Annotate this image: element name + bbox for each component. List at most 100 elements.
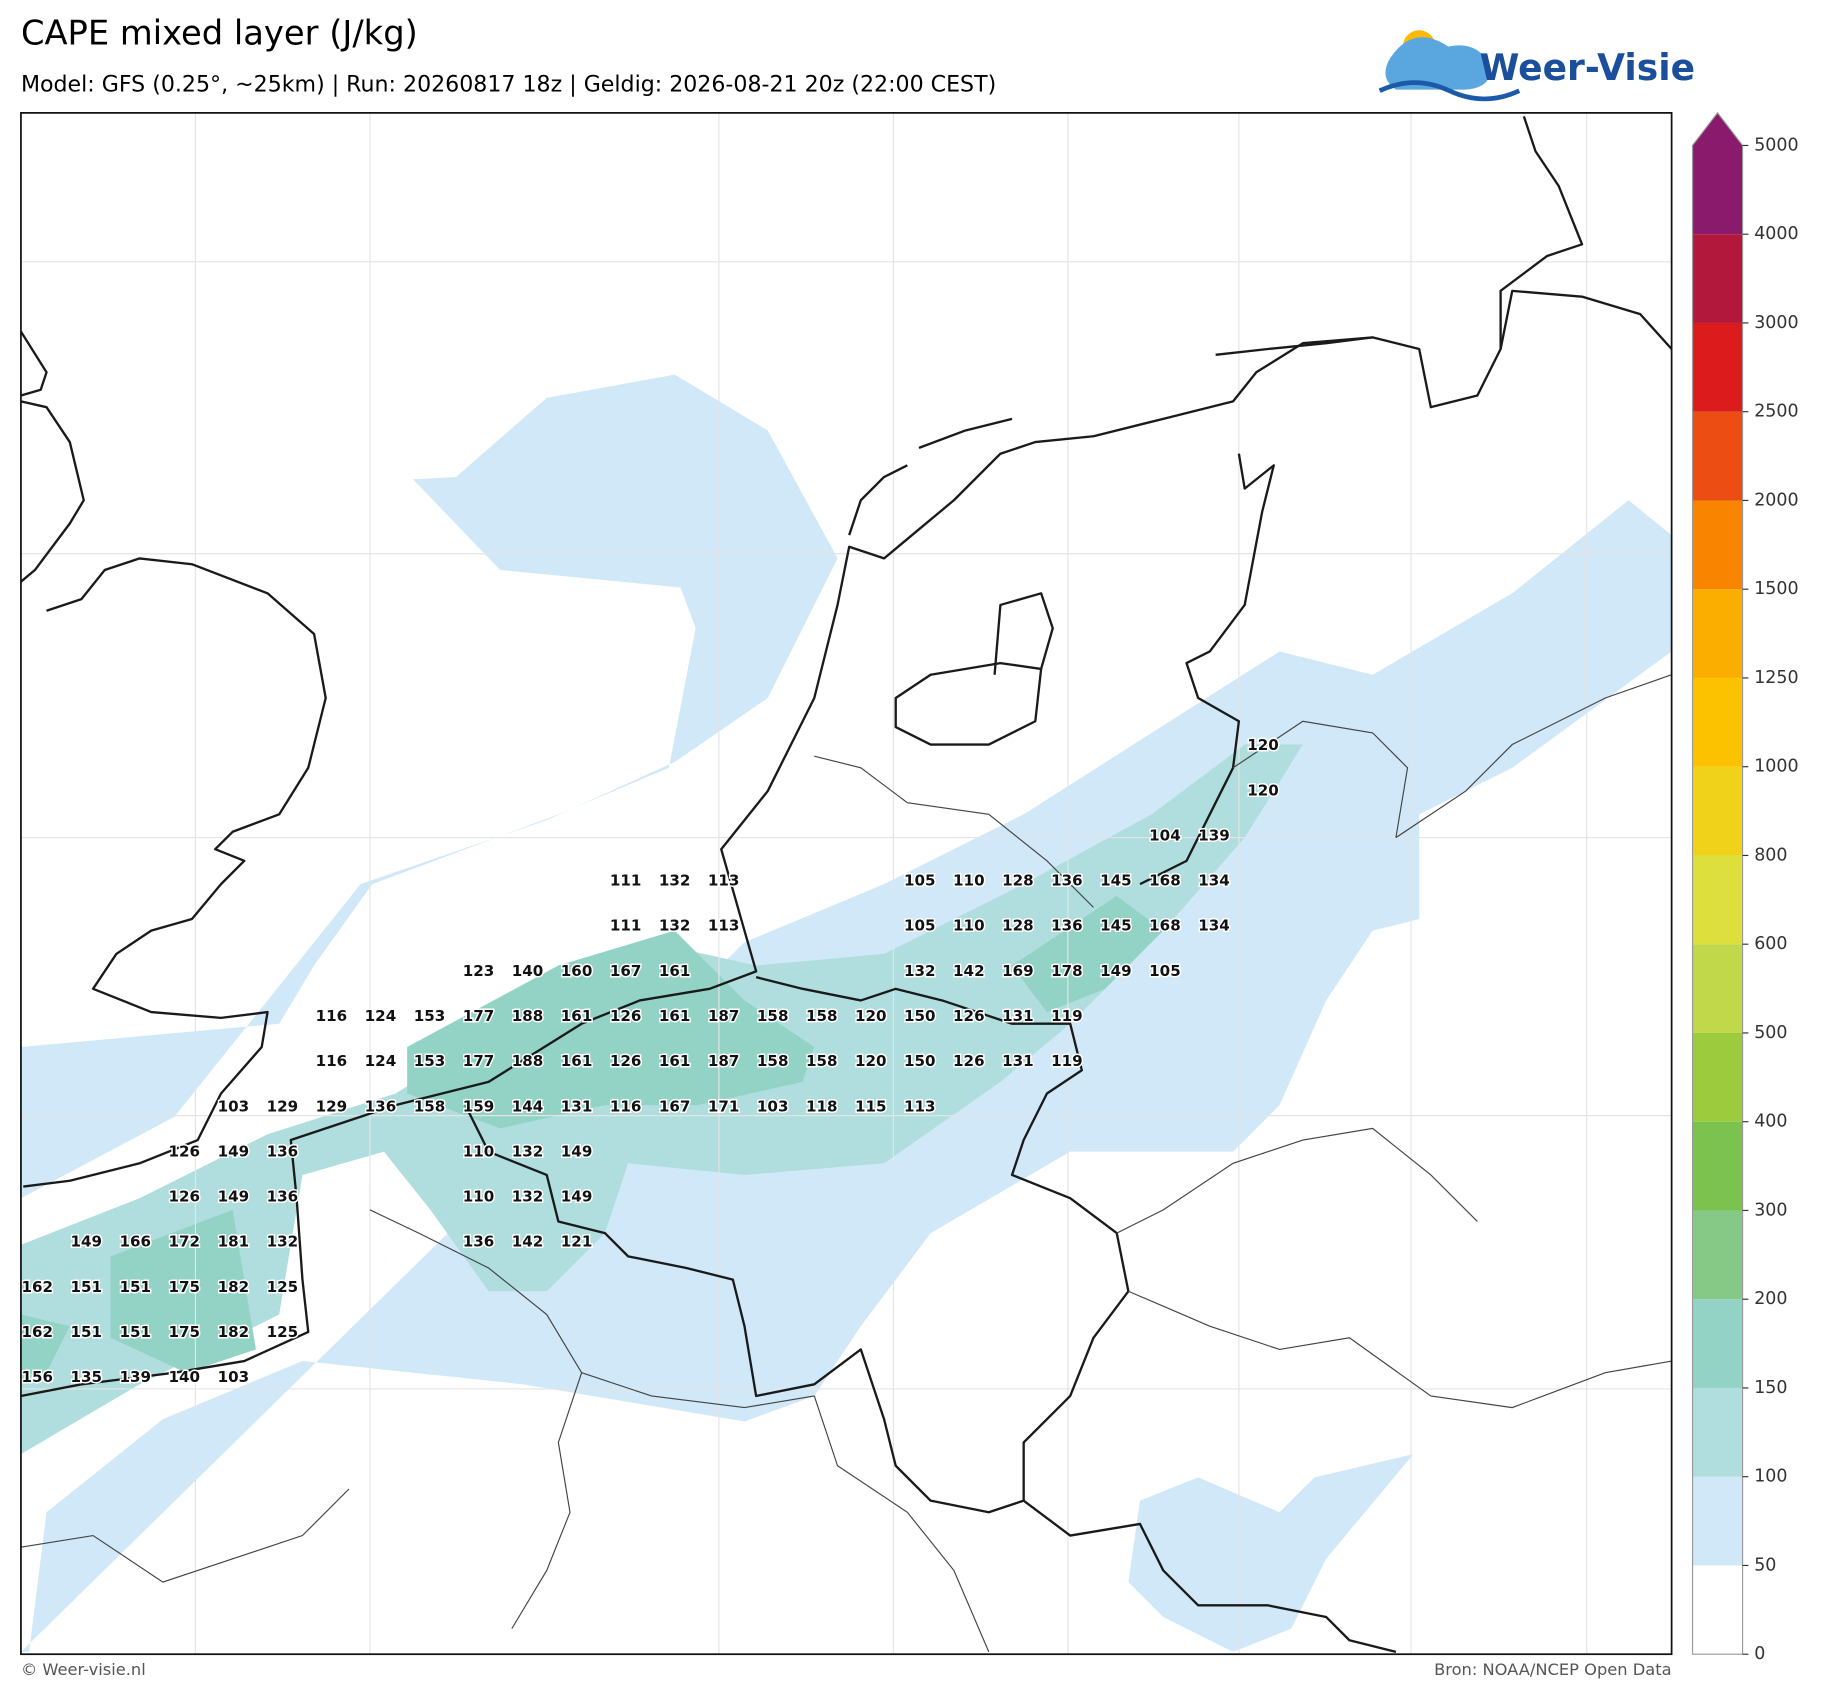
value-label: 110 [953, 917, 985, 935]
value-label: 149 [561, 1142, 593, 1160]
value-label: 136 [1051, 917, 1083, 935]
value-label: 129 [316, 1097, 348, 1115]
colorbar-segment [1692, 145, 1743, 235]
value-label: 124 [365, 1007, 397, 1025]
value-label: 149 [218, 1188, 250, 1206]
value-label: 103 [757, 1097, 789, 1115]
logo-text: Weer-Visie [1480, 47, 1695, 89]
value-label: 124 [365, 1052, 397, 1070]
value-label: 145 [1100, 917, 1132, 935]
value-label: 120 [855, 1052, 887, 1070]
value-label: 145 [1100, 872, 1132, 890]
colorbar-segment [1692, 589, 1743, 678]
value-label: 150 [904, 1007, 936, 1025]
value-label: 136 [267, 1142, 299, 1160]
value-label: 110 [463, 1142, 495, 1160]
value-label: 139 [120, 1368, 152, 1386]
colorbar-segment [1692, 1476, 1743, 1566]
value-label: 161 [561, 1052, 593, 1070]
value-label: 158 [757, 1052, 789, 1070]
value-label: 171 [708, 1097, 740, 1115]
colorbar-tick-label: 0 [1754, 1644, 1765, 1664]
value-label: 123 [463, 962, 495, 980]
colorbar-tick-label: 500 [1754, 1023, 1787, 1043]
value-label: 136 [267, 1188, 299, 1206]
value-label: 128 [1002, 872, 1034, 890]
value-label: 132 [512, 1188, 544, 1206]
value-label: 126 [953, 1052, 985, 1070]
value-label: 111 [610, 872, 642, 890]
value-label: 126 [610, 1052, 642, 1070]
value-label: 105 [1149, 962, 1181, 980]
value-label: 175 [169, 1323, 201, 1341]
value-label: 103 [218, 1097, 250, 1115]
value-label: 113 [708, 872, 740, 890]
value-label: 168 [1149, 917, 1181, 935]
colorbar-tick-label: 2000 [1754, 490, 1798, 510]
value-label: 187 [708, 1007, 740, 1025]
colorbar-segment [1692, 1032, 1743, 1122]
colorbar-segment [1692, 766, 1743, 856]
colorbar-tick-label: 50 [1754, 1555, 1776, 1575]
colorbar-segment [1692, 1565, 1743, 1655]
value-label: 172 [169, 1233, 201, 1251]
value-label: 140 [169, 1368, 201, 1386]
value-label: 182 [218, 1323, 250, 1341]
value-label: 188 [512, 1052, 544, 1070]
colorbar: 0 50 100 150 200 300 400 500 600 800 1000 1250 1500 2… [1691, 111, 1799, 1664]
colorbar-segment [1692, 855, 1743, 945]
value-label: 149 [70, 1233, 102, 1251]
value-label: 132 [512, 1142, 544, 1160]
colorbar-tick-label: 1500 [1754, 579, 1798, 599]
colorbar-segment [1692, 234, 1743, 323]
colorbar-segment [1692, 1210, 1743, 1300]
gridlines [20, 112, 1672, 1655]
colorbar-segment [1692, 1387, 1743, 1477]
value-label: 160 [561, 962, 593, 980]
colorbar-tick-label: 200 [1754, 1289, 1787, 1309]
footer-right: Bron: NOAA/NCEP Open Data [1434, 1660, 1672, 1679]
value-label: 167 [610, 962, 642, 980]
value-label: 158 [414, 1097, 446, 1115]
colorbar-tick-label: 100 [1754, 1467, 1787, 1487]
value-label: 105 [904, 917, 936, 935]
colorbar-outline [1691, 111, 1744, 1655]
value-label: 121 [561, 1233, 593, 1251]
colorbar-tick-label: 300 [1754, 1200, 1787, 1220]
value-label: 126 [169, 1188, 201, 1206]
value-label: 158 [757, 1007, 789, 1025]
value-label: 153 [414, 1007, 446, 1025]
value-label: 105 [904, 872, 936, 890]
cape-150 [20, 895, 1164, 1373]
value-label: 166 [120, 1233, 152, 1251]
value-labels: 120 120 104 139 111 132 113 105 110 128 136 145 168 1… [21, 735, 1280, 1388]
value-label: 118 [806, 1097, 838, 1115]
value-label: 187 [708, 1052, 740, 1070]
value-label: 151 [70, 1323, 102, 1341]
value-label: 126 [953, 1007, 985, 1025]
value-label: 188 [512, 1007, 544, 1025]
map-frame [20, 112, 1673, 1656]
value-label: 167 [659, 1097, 691, 1115]
subtitle: Model: GFS (0.25°, ~25km) | Run: 2026081… [21, 71, 996, 97]
value-label: 158 [806, 1007, 838, 1025]
value-label: 142 [512, 1233, 544, 1251]
value-label: 136 [1051, 872, 1083, 890]
value-label: 169 [1002, 962, 1034, 980]
value-label: 151 [120, 1278, 152, 1296]
colorbar-tick-label: 4000 [1754, 224, 1798, 244]
value-label: 120 [855, 1007, 887, 1025]
value-label: 144 [512, 1097, 544, 1115]
value-label: 119 [1051, 1007, 1083, 1025]
value-label: 162 [21, 1323, 53, 1341]
value-label: 134 [1198, 872, 1230, 890]
value-label: 149 [1100, 962, 1132, 980]
colorbar-segment [1692, 322, 1743, 412]
colorbar-tick-label: 1250 [1754, 668, 1798, 688]
value-label: 125 [267, 1278, 299, 1296]
value-label: 182 [218, 1278, 250, 1296]
value-label: 116 [316, 1007, 348, 1025]
colorbar-arrow [1692, 112, 1743, 146]
value-label: 153 [414, 1052, 446, 1070]
value-label: 110 [463, 1188, 495, 1206]
